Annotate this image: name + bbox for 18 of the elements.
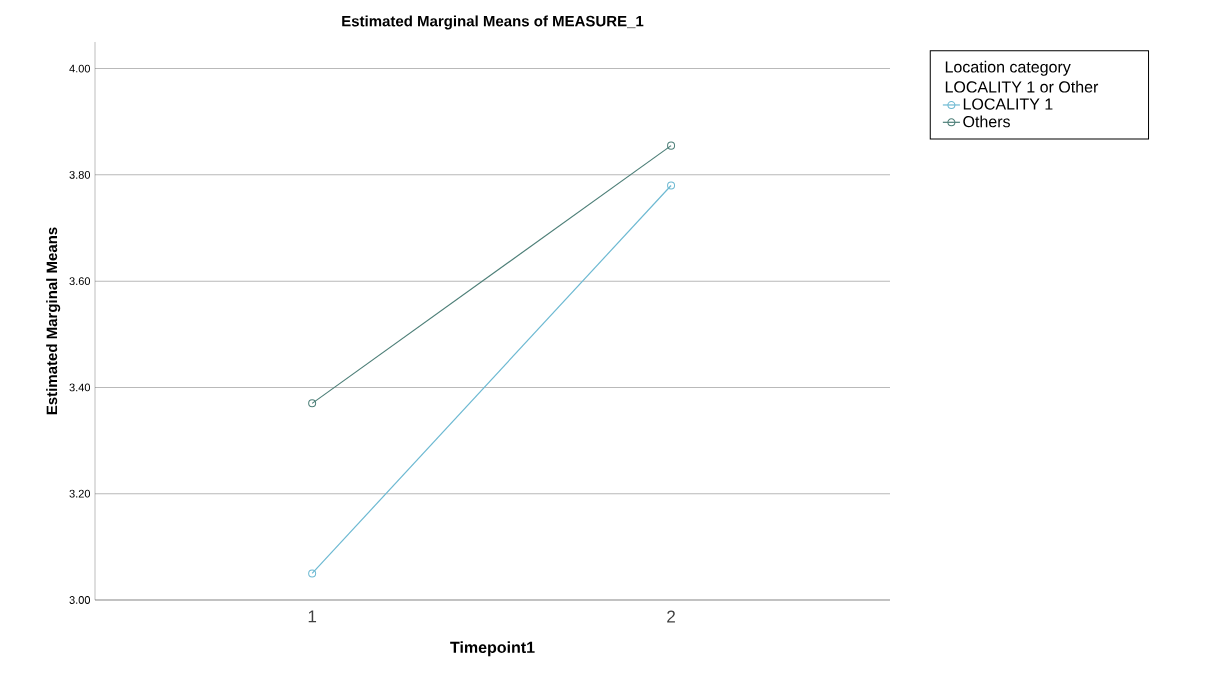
legend-label: Others bbox=[963, 115, 1010, 128]
y-tick-label: 3.80 bbox=[69, 170, 91, 179]
chart-title: Estimated Marginal Means of MEASURE_1 bbox=[342, 15, 644, 30]
point bbox=[667, 181, 676, 190]
y-axis-title: Estimated Marginal Means bbox=[46, 227, 61, 415]
y-tick-label: 3.40 bbox=[69, 383, 91, 392]
legend-title: Location category LOCALITY 1 or Other bbox=[945, 60, 1099, 93]
point bbox=[308, 569, 317, 578]
point bbox=[667, 141, 676, 150]
point bbox=[308, 399, 317, 408]
x-tick-label: 2 bbox=[667, 610, 675, 623]
y-tick-label: 3.20 bbox=[69, 489, 91, 498]
y-tick-label: 3.00 bbox=[69, 596, 91, 604]
x-axis-title: Timepoint1 bbox=[450, 641, 535, 657]
x-tick-label: 1 bbox=[308, 610, 317, 623]
legend-label: LOCALITY 1 bbox=[963, 98, 1053, 110]
y-tick-label: 3.60 bbox=[69, 277, 91, 286]
y-tick-label: 4.00 bbox=[69, 64, 91, 73]
